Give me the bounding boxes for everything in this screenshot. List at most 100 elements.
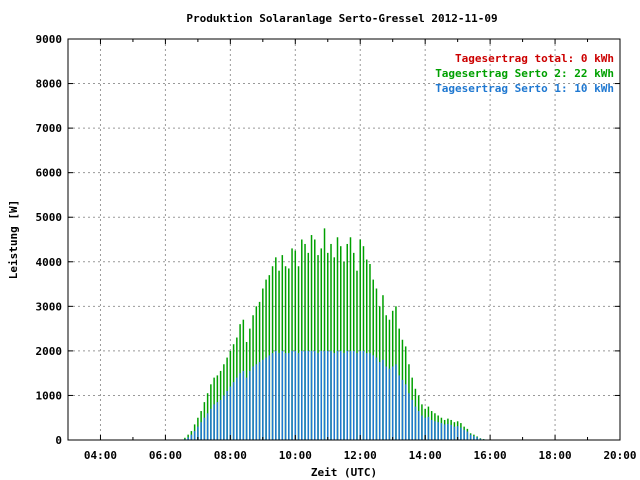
bar [336, 237, 339, 440]
bar [294, 250, 297, 440]
bar [417, 411, 420, 440]
bar [307, 350, 310, 440]
bar [258, 362, 261, 440]
y-tick-label: 4000 [36, 256, 63, 269]
x-tick-label: 14:00 [409, 449, 442, 462]
bar [232, 382, 235, 440]
bar [479, 438, 482, 440]
bar [193, 431, 196, 440]
bar [408, 393, 410, 440]
bar [369, 353, 371, 440]
bar [424, 417, 426, 440]
bar [349, 350, 352, 440]
bar [362, 246, 365, 440]
bar [268, 355, 271, 440]
y-tick-label: 0 [55, 434, 62, 447]
bar [184, 437, 186, 440]
bar [414, 406, 417, 440]
bar [288, 353, 290, 440]
bar [375, 357, 378, 440]
bar [203, 417, 206, 440]
x-tick-label: 04:00 [84, 449, 117, 462]
bar [352, 252, 355, 440]
bar [236, 377, 238, 440]
bar [249, 370, 251, 440]
bar [304, 243, 306, 440]
bar [463, 429, 465, 440]
plot-frame [67, 38, 621, 441]
x-tick-label: 18:00 [538, 449, 571, 462]
bar [346, 350, 348, 440]
bar [388, 368, 391, 440]
legend-entry: Tagesertrag Serto 2: 22 kWh [435, 67, 614, 80]
bar [252, 366, 254, 440]
bar [190, 434, 193, 440]
bar [401, 379, 404, 440]
bar [314, 350, 316, 440]
bar [352, 350, 355, 440]
x-tick-label: 12:00 [344, 449, 377, 462]
bar [453, 426, 456, 440]
bar [327, 252, 329, 440]
bar [395, 364, 397, 440]
bar [443, 424, 446, 440]
bar [242, 370, 245, 440]
bar [382, 359, 384, 440]
bar [223, 395, 225, 440]
bar [320, 350, 323, 440]
bar [359, 350, 361, 440]
bar [304, 350, 306, 440]
bar [314, 239, 316, 440]
bar [271, 353, 274, 440]
bar [359, 239, 361, 440]
bar [346, 243, 348, 440]
bar [336, 350, 339, 440]
bar [460, 427, 462, 440]
bar [284, 353, 287, 440]
bar [469, 434, 472, 440]
x-tick-label: 06:00 [149, 449, 182, 462]
bar [297, 353, 300, 440]
bar [372, 355, 374, 440]
bar [275, 257, 277, 440]
bar [333, 353, 336, 440]
bar [450, 424, 452, 440]
x-tick-label: 10:00 [279, 449, 312, 462]
bar [323, 350, 326, 440]
bar [301, 239, 303, 440]
bar [391, 366, 394, 440]
bar [330, 350, 332, 440]
x-tick-label: 20:00 [603, 449, 636, 462]
bar [427, 416, 430, 440]
bar [197, 426, 199, 440]
y-axis-label: Leistung [W] [7, 200, 20, 279]
bar [229, 386, 232, 440]
bars [184, 228, 485, 440]
bar [317, 353, 319, 440]
bar [343, 261, 345, 440]
legend: Tagesertrag total: 0 kWh Tagesertrag Sert… [435, 52, 614, 95]
bar [245, 377, 248, 440]
bar [291, 248, 293, 440]
bar [398, 375, 400, 440]
bar [310, 350, 313, 440]
bar [213, 404, 215, 440]
bar [447, 423, 449, 440]
bar [226, 390, 228, 440]
bar [434, 421, 436, 440]
legend-entry: Tagesertrag Serto 1: 10 kWh [435, 82, 614, 95]
y-tick-label: 5000 [36, 211, 63, 224]
bar [421, 415, 423, 440]
y-tick-label: 1000 [36, 389, 63, 402]
bar [239, 373, 241, 440]
bar [340, 246, 342, 440]
bar [437, 422, 439, 440]
bar [327, 350, 329, 440]
y-tick-label: 7000 [36, 122, 63, 135]
bar [365, 353, 368, 440]
bar [385, 366, 387, 440]
bar [356, 353, 358, 440]
bar [210, 408, 212, 440]
y-tick-label: 2000 [36, 345, 63, 358]
